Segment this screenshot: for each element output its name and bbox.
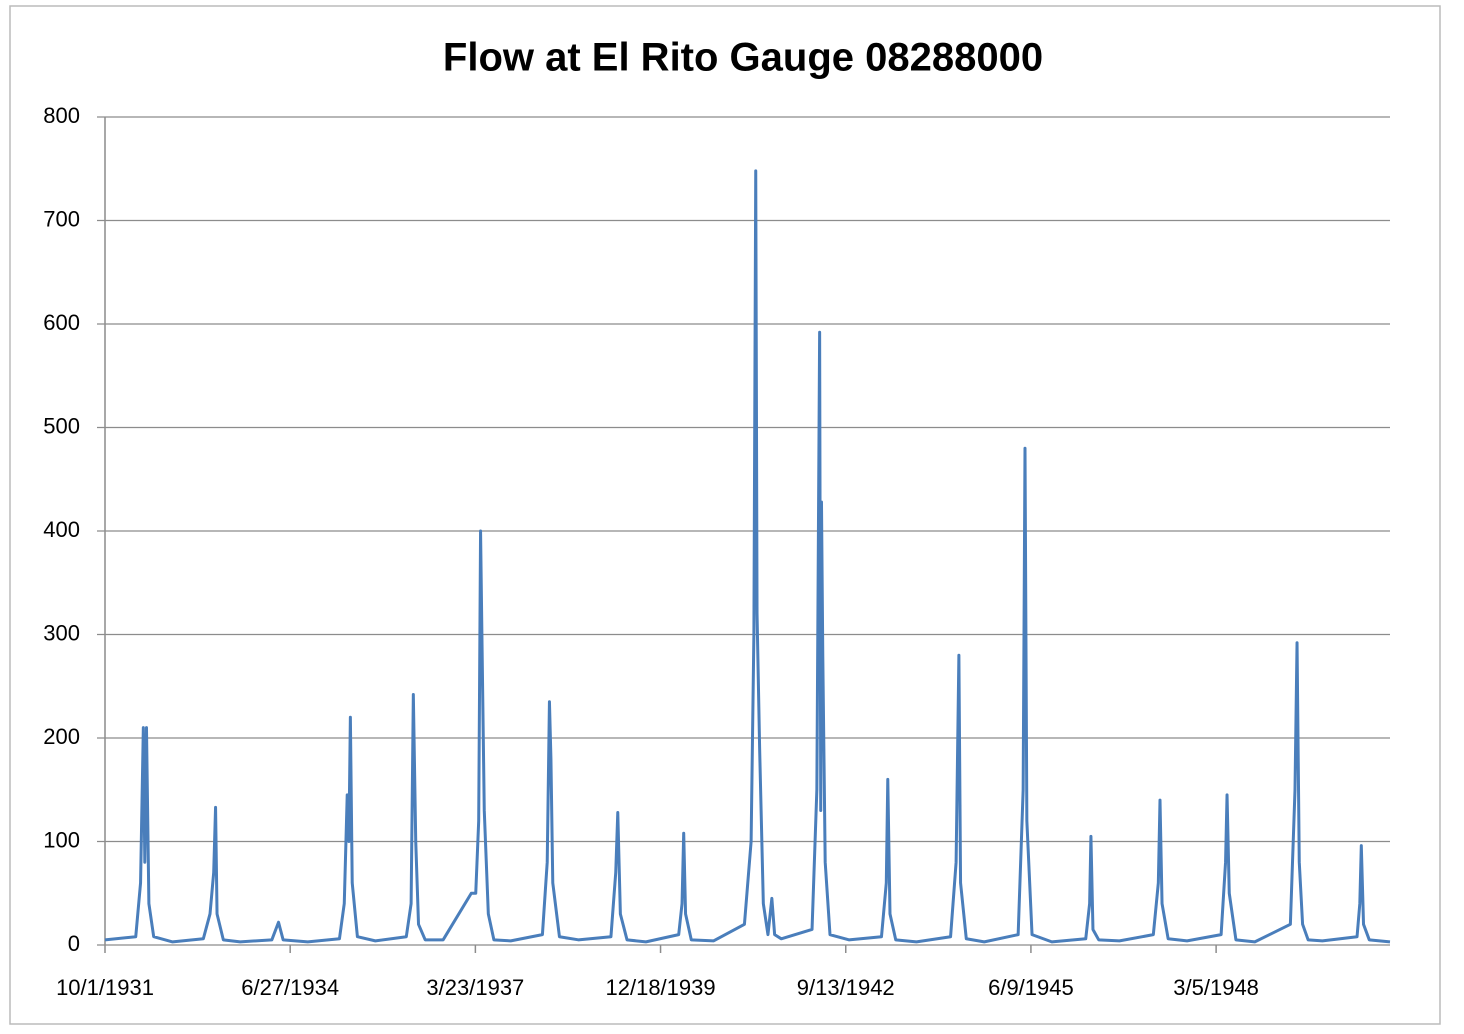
y-tick-label: 200 [43,724,80,749]
y-tick-label: 300 [43,620,80,645]
x-tick-label: 9/13/1942 [797,975,895,1000]
y-tick-label: 800 [43,103,80,128]
x-tick-label: 10/1/1931 [56,975,154,1000]
x-tick-label: 6/27/1934 [241,975,339,1000]
y-tick-label: 700 [43,206,80,231]
x-tick-label: 12/18/1939 [606,975,716,1000]
chart-frame [9,5,1441,1025]
y-tick-label: 0 [68,931,80,956]
y-tick-label: 500 [43,413,80,438]
chart-title: Flow at El Rito Gauge 08288000 [443,36,1043,80]
y-tick-label: 100 [43,827,80,852]
flow-line [104,169,1391,944]
x-tick-label: 3/5/1948 [1173,975,1259,1000]
y-tick-label: 400 [43,517,80,542]
x-tick-label: 3/23/1937 [426,975,524,1000]
x-tick-label: 6/9/1945 [988,975,1074,1000]
y-tick-label: 600 [43,310,80,335]
